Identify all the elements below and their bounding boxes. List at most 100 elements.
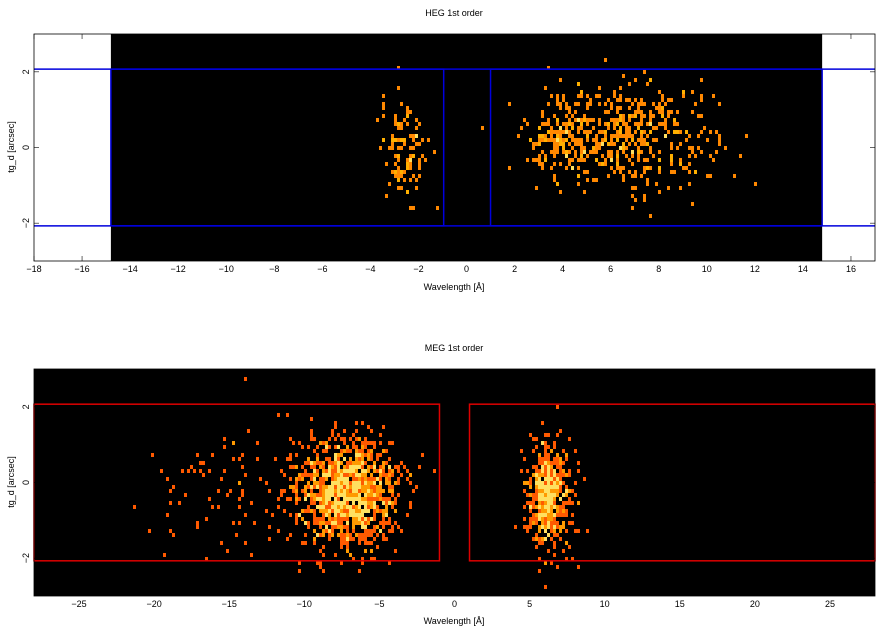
event-pixel xyxy=(364,485,367,489)
event-pixel xyxy=(370,549,373,553)
event-pixel xyxy=(664,118,667,122)
event-pixel xyxy=(685,166,688,170)
event-pixel xyxy=(409,162,412,166)
event-pixel xyxy=(286,497,289,501)
event-pixel xyxy=(574,449,577,453)
event-pixel xyxy=(406,158,409,162)
meg-plot-area xyxy=(34,369,875,596)
event-pixel xyxy=(364,525,367,529)
event-pixel xyxy=(325,493,328,497)
event-pixel xyxy=(361,457,364,461)
event-pixel xyxy=(541,465,544,469)
event-pixel xyxy=(553,517,556,521)
event-pixel xyxy=(550,561,553,565)
event-pixel xyxy=(547,525,550,529)
event-pixel xyxy=(598,118,601,122)
x-tick-label: −8 xyxy=(269,264,279,274)
event-pixel xyxy=(565,501,568,505)
event-pixel xyxy=(301,541,304,545)
event-pixel xyxy=(289,437,292,441)
event-pixel xyxy=(325,477,328,481)
event-pixel xyxy=(148,529,151,533)
event-pixel xyxy=(523,505,526,509)
event-pixel xyxy=(316,445,319,449)
event-pixel xyxy=(550,501,553,505)
event-pixel xyxy=(601,130,604,134)
event-pixel xyxy=(307,473,310,477)
event-pixel xyxy=(538,537,541,541)
event-pixel xyxy=(640,110,643,114)
event-pixel xyxy=(538,505,541,509)
event-pixel xyxy=(571,489,574,493)
x-tick-label: −10 xyxy=(219,264,234,274)
event-pixel xyxy=(394,118,397,122)
event-pixel xyxy=(349,485,352,489)
event-pixel xyxy=(334,489,337,493)
event-pixel xyxy=(562,513,565,517)
event-pixel xyxy=(415,118,418,122)
event-pixel xyxy=(565,513,568,517)
event-pixel xyxy=(334,513,337,517)
event-pixel xyxy=(403,118,406,122)
event-pixel xyxy=(238,481,241,485)
event-pixel xyxy=(637,110,640,114)
event-pixel xyxy=(631,154,634,158)
event-pixel xyxy=(580,94,583,98)
event-pixel xyxy=(541,114,544,118)
event-pixel xyxy=(310,461,313,465)
event-pixel xyxy=(649,166,652,170)
event-pixel xyxy=(412,134,415,138)
event-pixel xyxy=(343,457,346,461)
event-pixel xyxy=(544,513,547,517)
event-pixel xyxy=(358,541,361,545)
event-pixel xyxy=(379,477,382,481)
event-pixel xyxy=(640,134,643,138)
event-pixel xyxy=(346,549,349,553)
event-pixel xyxy=(409,501,412,505)
event-pixel xyxy=(670,98,673,102)
event-pixel xyxy=(325,501,328,505)
event-pixel xyxy=(577,461,580,465)
event-pixel xyxy=(409,178,412,182)
event-pixel xyxy=(583,170,586,174)
event-pixel xyxy=(550,485,553,489)
event-pixel xyxy=(322,473,325,477)
event-pixel xyxy=(310,473,313,477)
event-pixel xyxy=(364,509,367,513)
event-pixel xyxy=(355,473,358,477)
event-pixel xyxy=(553,505,556,509)
event-pixel xyxy=(409,110,412,114)
event-pixel xyxy=(322,497,325,501)
event-pixel xyxy=(559,134,562,138)
event-pixel xyxy=(553,489,556,493)
event-pixel xyxy=(391,525,394,529)
event-pixel xyxy=(682,94,685,98)
event-pixel xyxy=(349,449,352,453)
event-pixel xyxy=(541,541,544,545)
event-pixel xyxy=(538,501,541,505)
event-pixel xyxy=(304,485,307,489)
event-pixel xyxy=(535,465,538,469)
event-pixel xyxy=(298,441,301,445)
event-pixel xyxy=(325,525,328,529)
event-pixel xyxy=(358,521,361,525)
event-pixel xyxy=(625,138,628,142)
event-pixel xyxy=(346,473,349,477)
event-pixel xyxy=(322,509,325,513)
event-pixel xyxy=(619,114,622,118)
event-pixel xyxy=(610,166,613,170)
event-pixel xyxy=(568,489,571,493)
event-pixel xyxy=(544,465,547,469)
event-pixel xyxy=(547,505,550,509)
event-pixel xyxy=(232,457,235,461)
event-pixel xyxy=(556,130,559,134)
meg-event-pixels xyxy=(133,377,589,589)
event-pixel xyxy=(640,174,643,178)
event-pixel xyxy=(376,453,379,457)
event-pixel xyxy=(547,497,550,501)
event-pixel xyxy=(562,122,565,126)
event-pixel xyxy=(340,525,343,529)
event-pixel xyxy=(304,541,307,545)
event-pixel xyxy=(559,537,562,541)
event-pixel xyxy=(328,533,331,537)
